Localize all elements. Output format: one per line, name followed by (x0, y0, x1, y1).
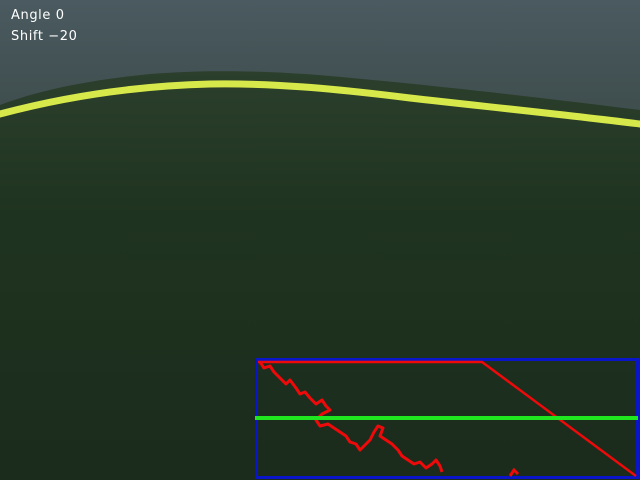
shift-readout: Shift −20 (11, 29, 78, 44)
angle-readout: Angle 0 (11, 8, 65, 23)
detection-contour (258, 361, 444, 473)
shift-value: −20 (48, 29, 78, 44)
floor-surface (0, 71, 640, 480)
yellow-tape-line (0, 80, 640, 128)
angle-label: Angle (11, 8, 51, 23)
shift-label: Shift (11, 29, 44, 44)
detection-boundary (258, 360, 637, 478)
angle-value: 0 (55, 8, 65, 23)
detection-blob (508, 467, 520, 477)
